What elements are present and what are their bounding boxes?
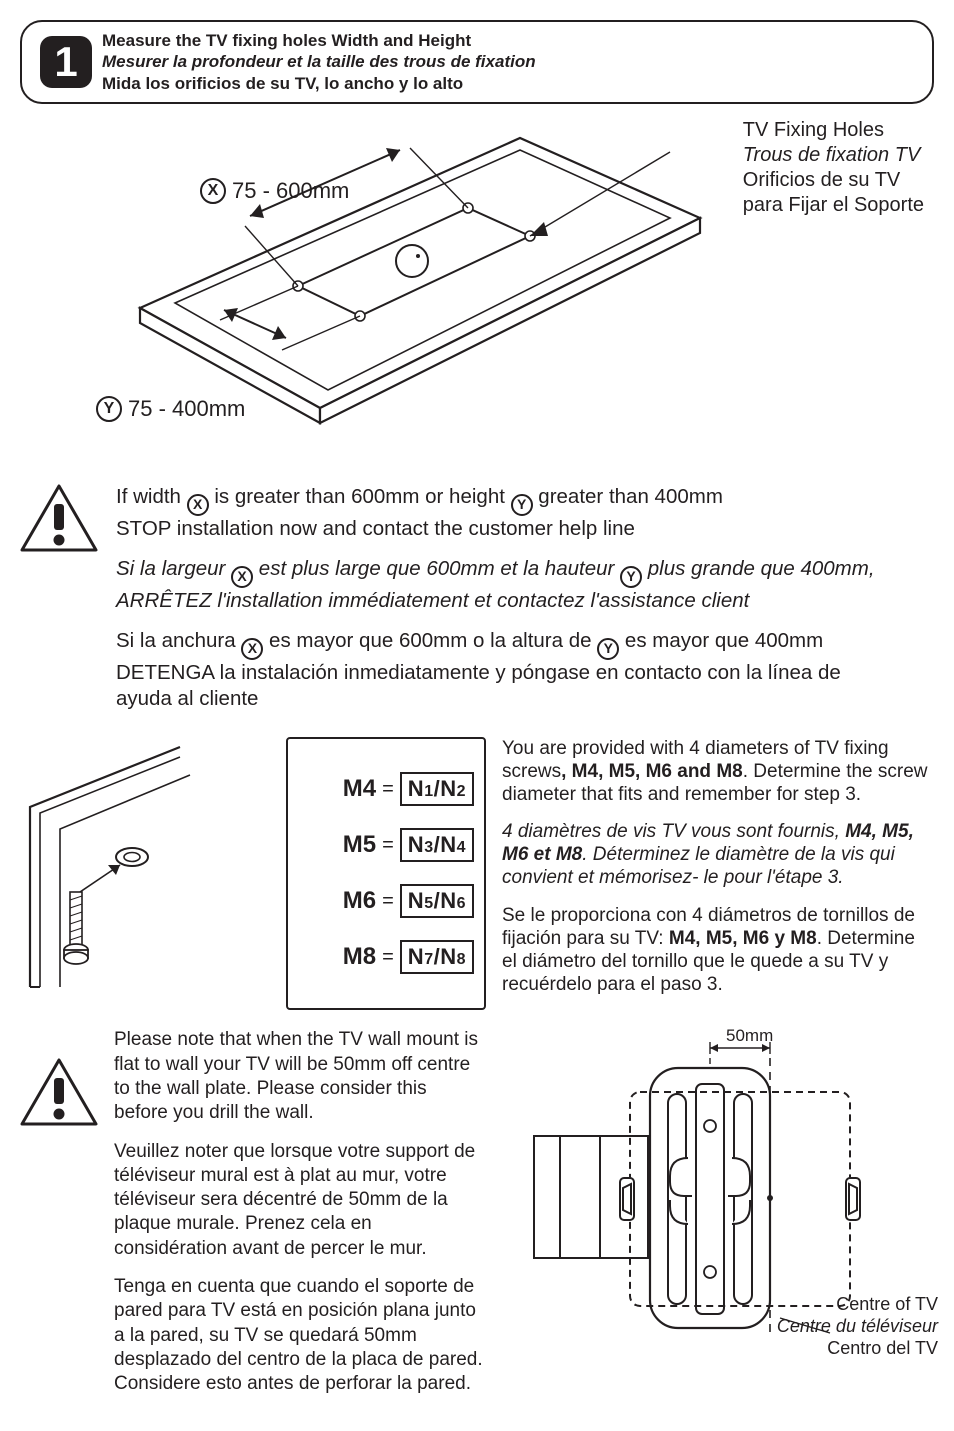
- y-badge-inline: Y: [511, 494, 533, 516]
- centre-label: Centre of TV Centre du téléviseur Centro…: [777, 1294, 938, 1359]
- x-dimension-label: X 75 - 600mm: [200, 178, 349, 204]
- step-titles: Measure the TV fixing holes Width and He…: [102, 30, 536, 94]
- fixing-holes-label: TV Fixing Holes Trous de fixation TV Ori…: [743, 118, 924, 218]
- warning-fr: Si la largeur X est plus large que 600mm…: [116, 556, 875, 614]
- x-range: 75 - 600mm: [232, 178, 349, 204]
- offset-diagram: 50mm: [500, 1028, 934, 1363]
- screw-n-m6: N5/N6: [400, 884, 474, 918]
- step-title-es: Mida los orificios de su TV, lo ancho y …: [102, 73, 536, 94]
- x-badge: X: [200, 178, 226, 204]
- offset-section: Please note that when the TV wall mount …: [20, 1028, 934, 1410]
- offset-en: Please note that when the TV wall mount …: [114, 1028, 484, 1125]
- y-badge-inline-fr: Y: [620, 566, 642, 588]
- screw-text-en: You are provided with 4 diameters of TV …: [502, 737, 934, 807]
- screw-text: You are provided with 4 diameters of TV …: [502, 737, 934, 1011]
- step-header: 1 Measure the TV fixing holes Width and …: [20, 20, 934, 104]
- y-range: 75 - 400mm: [128, 396, 245, 422]
- screw-n-m5: N3/N4: [400, 828, 474, 862]
- y-badge: Y: [96, 396, 122, 422]
- offset-es: Tenga en cuenta que cuando el soporte de…: [114, 1275, 484, 1397]
- warning-icon: [20, 484, 98, 727]
- fixing-holes-es2: para Fijar el Soporte: [743, 193, 924, 218]
- fixing-holes-fr: Trous de fixation TV: [743, 143, 924, 168]
- step-title-fr: Mesurer la profondeur et la taille des t…: [102, 51, 536, 72]
- screw-row-m5: M5 = N3/N4: [298, 828, 474, 862]
- screw-n-m8: N7/N8: [400, 940, 474, 974]
- offset-text: Please note that when the TV wall mount …: [114, 1028, 484, 1410]
- offset-fr: Veuillez noter que lorsque votre support…: [114, 1140, 484, 1262]
- screw-text-es: Se le proporciona con 4 diámetros de tor…: [502, 904, 934, 997]
- screw-row-m6: M6 = N5/N6: [298, 884, 474, 918]
- y-dimension-label: Y 75 - 400mm: [96, 396, 245, 422]
- warning-es: Si la anchura X es mayor que 600mm o la …: [116, 628, 875, 712]
- x-badge-inline-es: X: [241, 638, 263, 660]
- screw-diagram: [20, 737, 270, 1011]
- tv-back-diagram: X 75 - 600mm Y 75 - 400mm TV Fixing Hole…: [20, 118, 934, 468]
- centre-en: Centre of TV: [777, 1294, 938, 1316]
- screw-row-m4: M4 = N1/N2: [298, 772, 474, 806]
- y-badge-inline-es: Y: [597, 638, 619, 660]
- offset-dim-label: 50mm: [726, 1026, 773, 1046]
- screw-row-m8: M8 = N7/N8: [298, 940, 474, 974]
- step-number-badge: 1: [40, 36, 92, 88]
- screw-table: M4 = N1/N2 M5 = N3/N4 M6 = N5/N6 M8 = N7…: [286, 737, 486, 1011]
- screw-section: M4 = N1/N2 M5 = N3/N4 M6 = N5/N6 M8 = N7…: [20, 737, 934, 1011]
- fixing-holes-es1: Orificios de su TV: [743, 168, 924, 193]
- warning-text: If width X is greater than 600mm or heig…: [116, 484, 875, 727]
- warning-en: If width X is greater than 600mm or heig…: [116, 484, 875, 542]
- centre-fr: Centre du téléviseur: [777, 1316, 938, 1338]
- screw-n-m4: N1/N2: [400, 772, 474, 806]
- warning-icon-offset: [20, 1028, 98, 1133]
- warning-size: If width X is greater than 600mm or heig…: [20, 484, 934, 727]
- fixing-holes-en: TV Fixing Holes: [743, 118, 924, 143]
- step-title-en: Measure the TV fixing holes Width and He…: [102, 30, 536, 51]
- x-badge-inline-fr: X: [231, 566, 253, 588]
- screw-text-fr: 4 diamètres de vis TV vous sont fournis,…: [502, 820, 934, 890]
- x-badge-inline: X: [187, 494, 209, 516]
- centre-es: Centro del TV: [777, 1338, 938, 1360]
